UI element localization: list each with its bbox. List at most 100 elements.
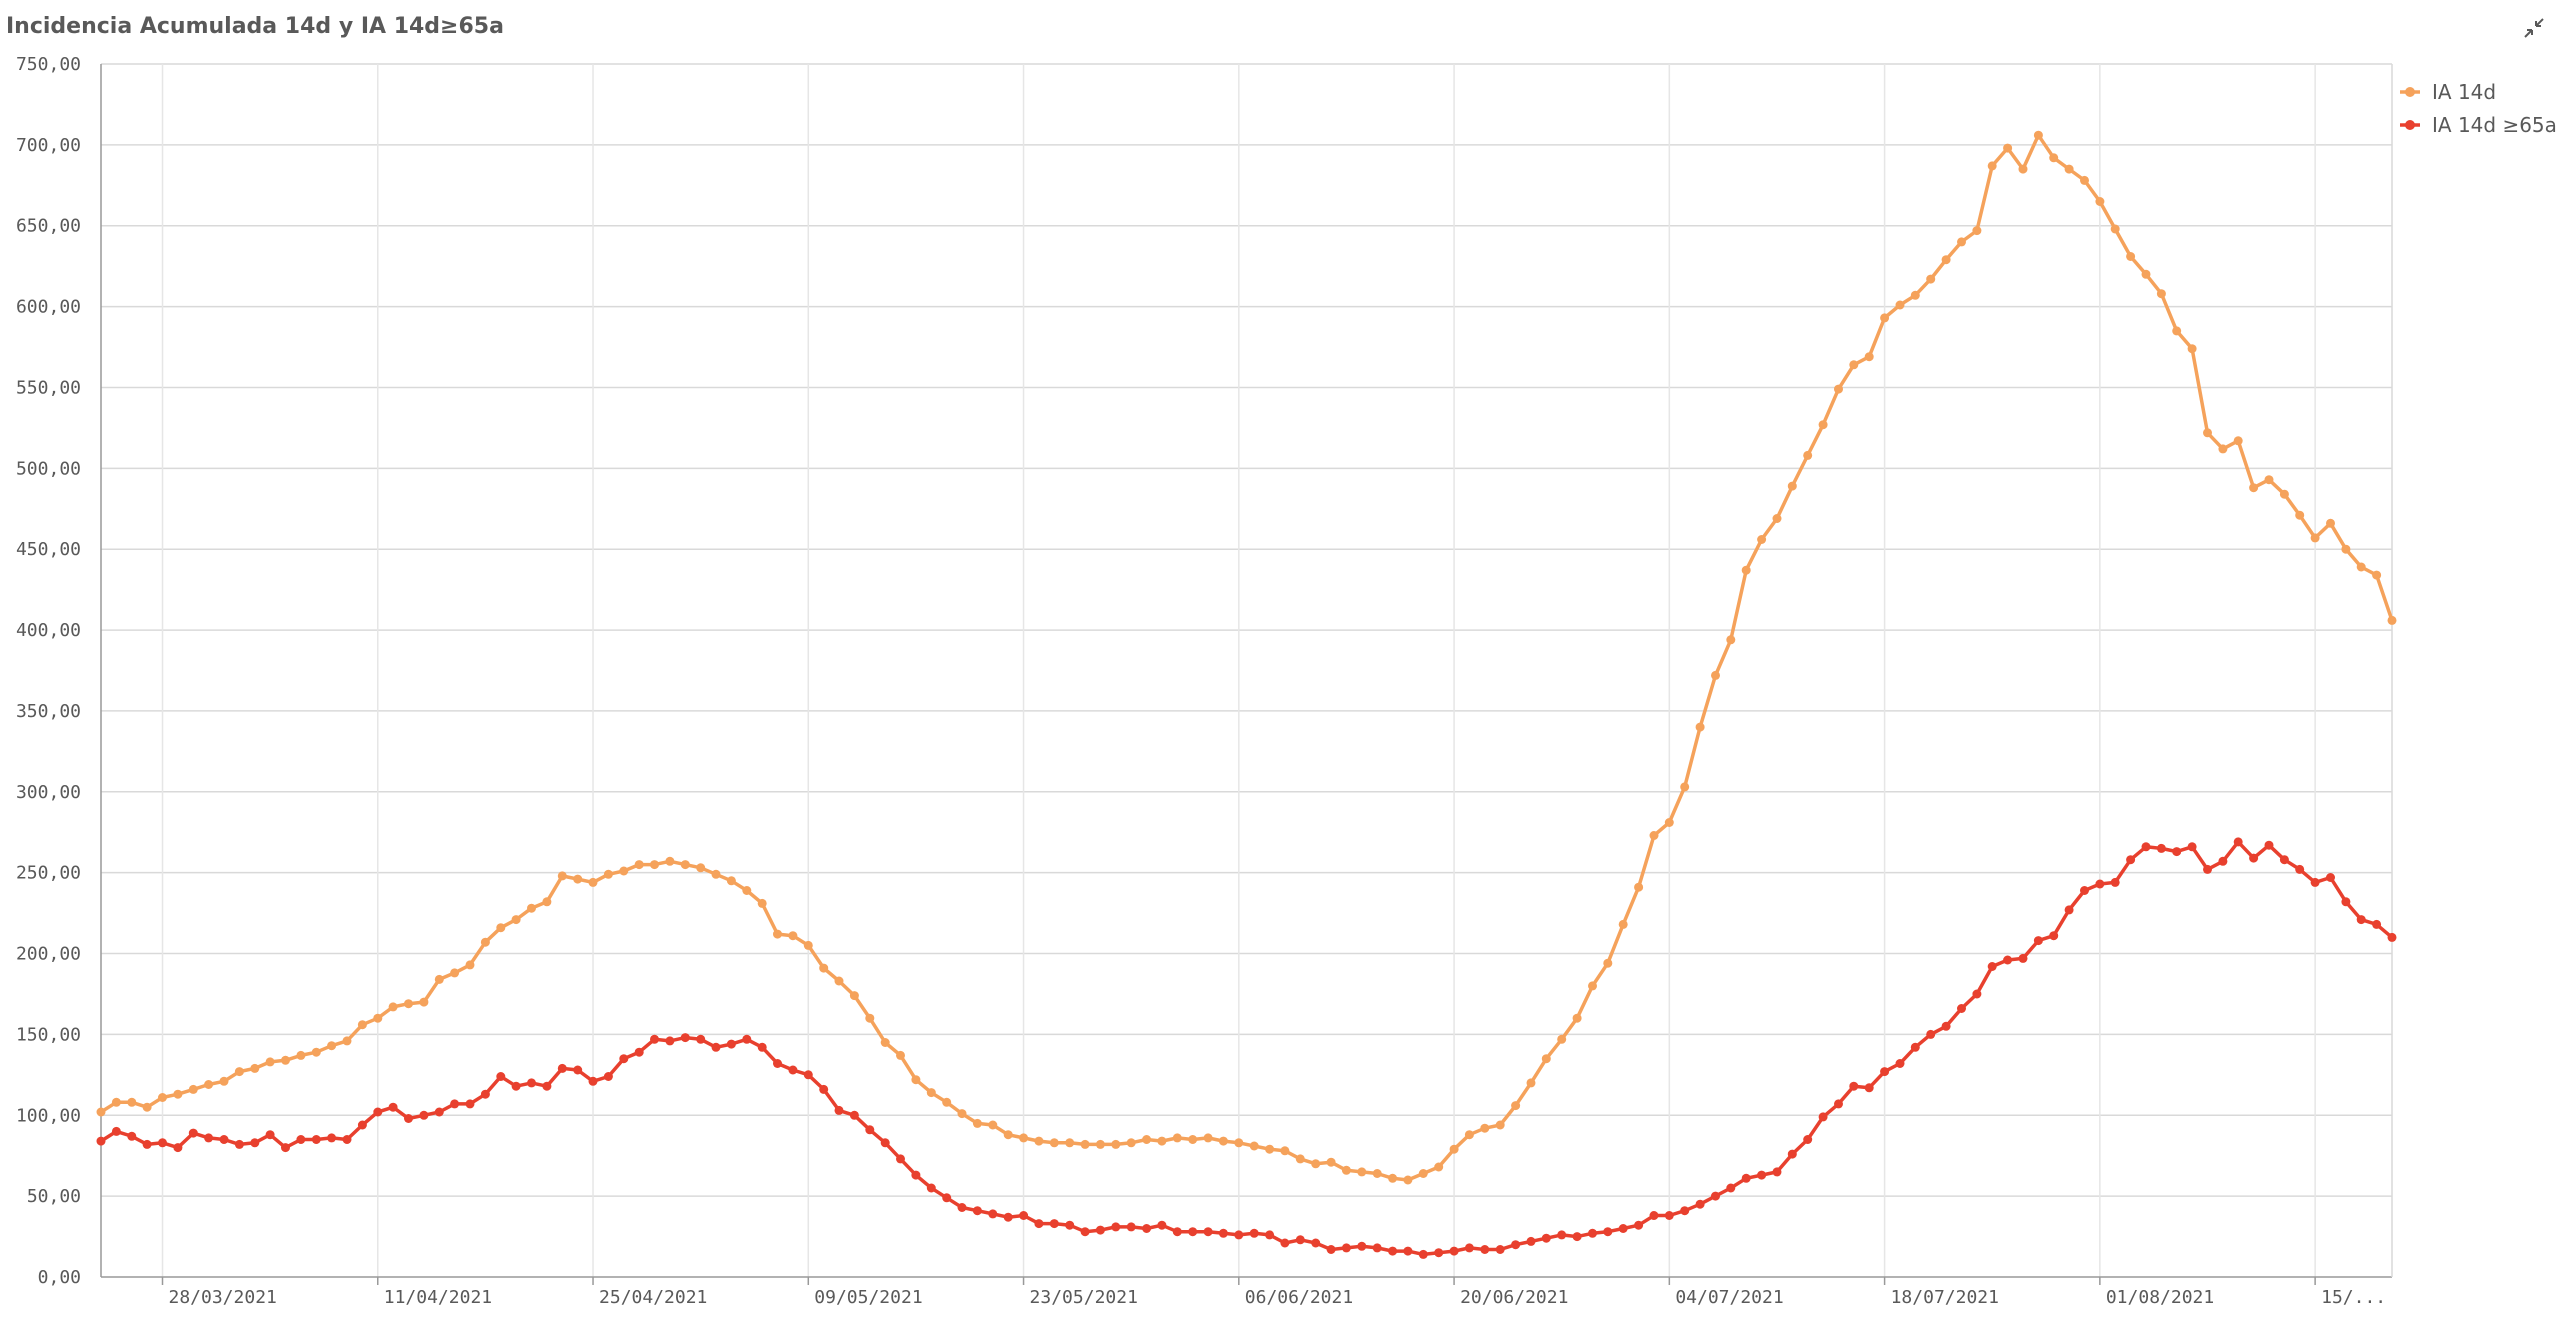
- data-point[interactable]: [1157, 1136, 1167, 1146]
- data-point[interactable]: [1711, 670, 1720, 680]
- data-point[interactable]: [773, 1059, 782, 1068]
- data-point[interactable]: [972, 1206, 982, 1216]
- data-point[interactable]: [1126, 1222, 1136, 1232]
- data-point[interactable]: [342, 1036, 352, 1046]
- data-point[interactable]: [434, 974, 444, 984]
- data-point[interactable]: [480, 1089, 490, 1099]
- data-point[interactable]: [942, 1193, 952, 1203]
- data-point[interactable]: [2095, 879, 2105, 889]
- data-point[interactable]: [1111, 1222, 1121, 1232]
- data-point[interactable]: [142, 1102, 152, 1112]
- data-point[interactable]: [1065, 1138, 1075, 1148]
- data-point[interactable]: [1972, 226, 1982, 236]
- data-point[interactable]: [2095, 197, 2105, 206]
- data-point[interactable]: [588, 877, 598, 887]
- data-point[interactable]: [1957, 237, 1966, 247]
- data-point[interactable]: [1864, 352, 1874, 362]
- data-point[interactable]: [1418, 1249, 1428, 1259]
- data-point[interactable]: [1711, 1191, 1720, 1201]
- data-point[interactable]: [419, 1110, 429, 1120]
- data-point[interactable]: [2372, 919, 2382, 929]
- data-point[interactable]: [1880, 313, 1890, 323]
- data-point[interactable]: [527, 903, 536, 913]
- data-point[interactable]: [1680, 782, 1690, 792]
- data-point[interactable]: [1449, 1144, 1459, 1154]
- data-point[interactable]: [2295, 864, 2305, 874]
- data-point[interactable]: [1480, 1123, 1490, 1133]
- data-point[interactable]: [2295, 510, 2305, 520]
- data-point[interactable]: [2080, 175, 2089, 185]
- data-point[interactable]: [1434, 1248, 1444, 1258]
- data-point[interactable]: [450, 1099, 460, 1109]
- data-point[interactable]: [234, 1067, 244, 1077]
- data-point[interactable]: [865, 1013, 875, 1023]
- data-point[interactable]: [2156, 289, 2166, 299]
- data-point[interactable]: [1372, 1243, 1382, 1253]
- data-point[interactable]: [2126, 855, 2136, 865]
- data-point[interactable]: [1495, 1120, 1505, 1130]
- data-point[interactable]: [1172, 1133, 1182, 1143]
- data-point[interactable]: [250, 1063, 260, 1073]
- data-point[interactable]: [2064, 164, 2074, 174]
- data-point[interactable]: [2218, 856, 2228, 866]
- data-point[interactable]: [219, 1135, 229, 1144]
- data-point[interactable]: [849, 991, 859, 1001]
- data-point[interactable]: [2018, 953, 2028, 963]
- data-point[interactable]: [1957, 1004, 1966, 1013]
- data-point[interactable]: [2064, 905, 2074, 915]
- data-point[interactable]: [2341, 897, 2351, 907]
- data-point[interactable]: [1311, 1159, 1321, 1169]
- data-point[interactable]: [142, 1139, 152, 1149]
- data-point[interactable]: [173, 1143, 183, 1153]
- data-point[interactable]: [234, 1139, 244, 1149]
- data-point[interactable]: [2249, 483, 2259, 493]
- data-point[interactable]: [742, 886, 752, 895]
- data-point[interactable]: [1464, 1130, 1474, 1140]
- data-point[interactable]: [296, 1135, 306, 1144]
- data-point[interactable]: [2326, 518, 2335, 528]
- data-point[interactable]: [1218, 1228, 1228, 1238]
- data-point[interactable]: [173, 1089, 183, 1099]
- data-point[interactable]: [311, 1047, 321, 1057]
- data-point[interactable]: [803, 940, 813, 950]
- data-point[interactable]: [542, 897, 552, 907]
- data-point[interactable]: [2187, 842, 2197, 852]
- data-point[interactable]: [450, 968, 460, 978]
- data-point[interactable]: [1265, 1144, 1275, 1154]
- data-point[interactable]: [1526, 1236, 1536, 1246]
- data-point[interactable]: [2387, 615, 2397, 625]
- data-point[interactable]: [1849, 1081, 1859, 1091]
- data-point[interactable]: [1449, 1246, 1459, 1256]
- data-point[interactable]: [1588, 1228, 1597, 1238]
- data-point[interactable]: [1634, 1220, 1644, 1230]
- data-point[interactable]: [1203, 1133, 1213, 1143]
- data-point[interactable]: [1034, 1219, 1044, 1229]
- data-point[interactable]: [204, 1080, 214, 1089]
- data-point[interactable]: [1603, 1227, 1613, 1237]
- data-point[interactable]: [1065, 1220, 1075, 1230]
- data-point[interactable]: [1034, 1136, 1044, 1146]
- data-point[interactable]: [1142, 1224, 1152, 1233]
- data-point[interactable]: [1541, 1233, 1551, 1243]
- data-point[interactable]: [327, 1133, 337, 1143]
- data-point[interactable]: [1572, 1232, 1582, 1242]
- data-point[interactable]: [1003, 1130, 1013, 1140]
- data-point[interactable]: [1080, 1139, 1090, 1149]
- data-point[interactable]: [1926, 274, 1936, 284]
- data-point[interactable]: [1095, 1225, 1105, 1235]
- data-point[interactable]: [2264, 840, 2274, 850]
- data-point[interactable]: [2279, 855, 2289, 865]
- data-point[interactable]: [757, 898, 767, 908]
- data-point[interactable]: [2018, 164, 2028, 174]
- data-point[interactable]: [680, 860, 690, 870]
- data-point[interactable]: [1388, 1246, 1398, 1256]
- data-point[interactable]: [1295, 1154, 1305, 1164]
- data-point[interactable]: [773, 929, 782, 939]
- legend-item[interactable]: IA 14d: [2400, 80, 2496, 104]
- data-point[interactable]: [711, 869, 721, 879]
- data-point[interactable]: [696, 1034, 706, 1044]
- data-point[interactable]: [2233, 436, 2243, 446]
- data-point[interactable]: [419, 997, 429, 1007]
- data-point[interactable]: [1557, 1034, 1567, 1044]
- data-point[interactable]: [1511, 1240, 1521, 1250]
